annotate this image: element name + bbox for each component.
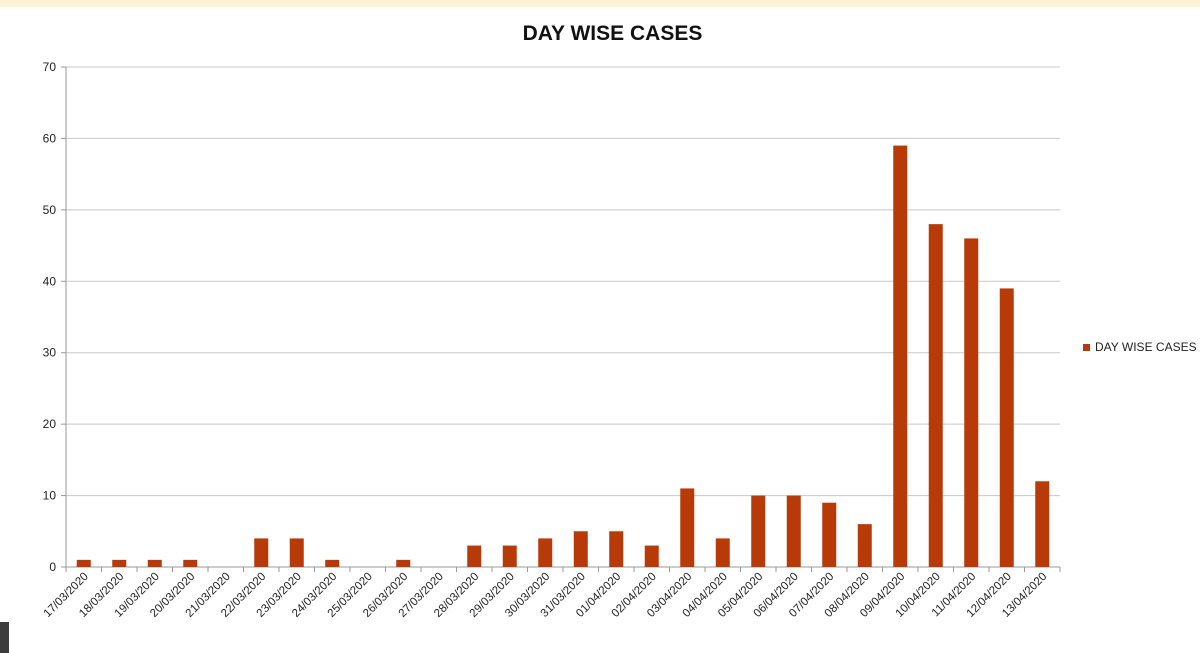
y-tick-label: 40: [43, 274, 57, 288]
y-tick-label: 30: [43, 346, 57, 360]
gridlines: [66, 66, 1060, 497]
y-tick-label: 60: [43, 131, 57, 145]
bar: [289, 538, 304, 567]
x-tick-labels: 17/03/202018/03/202019/03/202020/03/2020…: [42, 571, 1050, 620]
bar: [822, 502, 837, 567]
legend: DAY WISE CASES: [1083, 340, 1197, 354]
bar: [964, 238, 979, 567]
bar: [609, 531, 624, 567]
bar: [467, 545, 482, 567]
bar: [893, 145, 908, 568]
bar: [538, 538, 553, 567]
y-tick-label: 0: [49, 560, 56, 574]
bar: [183, 559, 198, 567]
y-tick-label: 20: [43, 417, 57, 431]
y-tick-label: 50: [43, 203, 57, 217]
y-tick-label: 10: [43, 489, 57, 503]
bar: [999, 288, 1014, 567]
bar: [502, 545, 517, 567]
legend-label: DAY WISE CASES: [1095, 340, 1197, 354]
bar: [396, 559, 411, 567]
bar: [1035, 481, 1050, 567]
bar: [325, 559, 340, 567]
bar: [715, 538, 730, 567]
bar: [573, 531, 588, 567]
bar: [112, 559, 127, 567]
bar: [147, 559, 162, 567]
chart-title: DAY WISE CASES: [522, 22, 703, 45]
bar: [254, 538, 269, 567]
bar: [76, 559, 91, 567]
bar: [857, 524, 872, 567]
y-tick-labels: 0 10 20 30 40 50 60 70: [43, 60, 57, 574]
corner-mark: [0, 622, 9, 653]
bar: [644, 545, 659, 567]
bars: [76, 145, 1050, 568]
bar: [680, 488, 695, 567]
bar: [751, 495, 766, 567]
legend-swatch: [1083, 343, 1090, 351]
bar: [786, 495, 801, 567]
y-tick-label: 70: [43, 60, 57, 74]
bar: [928, 224, 943, 567]
top-strip: [0, 0, 1200, 7]
axes: [61, 66, 1061, 572]
